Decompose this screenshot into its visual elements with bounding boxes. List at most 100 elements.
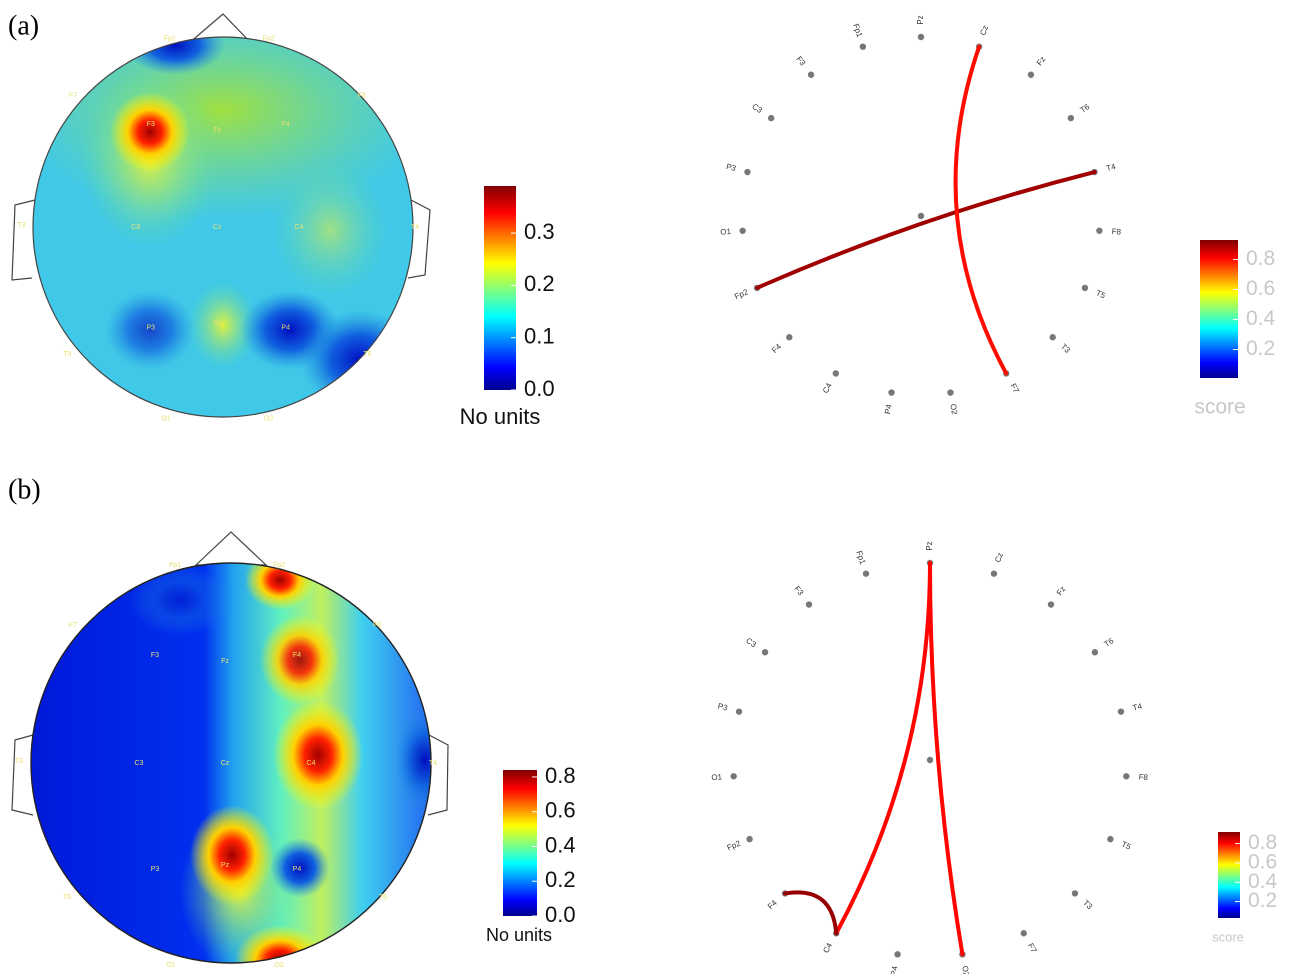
electrode-label: C4	[307, 760, 316, 767]
node	[1081, 284, 1089, 292]
node	[888, 389, 895, 396]
node	[917, 33, 925, 41]
electrode-label: Cz	[213, 224, 222, 231]
colorbar-tick-label: 0.2	[1246, 337, 1275, 360]
colorbar	[503, 770, 537, 916]
node	[1096, 227, 1103, 234]
node-label: P3	[717, 702, 729, 713]
node-label: Fp1	[854, 550, 867, 566]
colorbar-tick-label: 0.4	[1246, 307, 1276, 330]
node-label: P3	[725, 162, 737, 173]
electrode-label: T3	[18, 222, 26, 229]
electrode-label: F4	[293, 652, 301, 659]
node-label: O1	[711, 772, 723, 782]
node	[1107, 835, 1114, 843]
colorbar-label: score	[1212, 929, 1244, 944]
electrode-label: T6	[363, 351, 371, 358]
node	[746, 835, 753, 843]
node-label: T4	[1105, 162, 1117, 173]
electrode-label: Fp2	[273, 562, 285, 569]
node	[1117, 708, 1125, 715]
node	[1123, 773, 1130, 780]
node-label: T5	[1095, 288, 1108, 300]
electrode-label: O2	[274, 962, 283, 969]
node-label: T3	[1059, 342, 1072, 355]
panel-label: (a)	[8, 10, 39, 41]
electrode-label: P4	[293, 866, 302, 873]
node-label: Fp2	[733, 287, 750, 301]
node	[990, 570, 998, 577]
node	[862, 570, 870, 577]
electrode-label: F4	[282, 121, 290, 128]
colorbar-tick-label: 0.3	[524, 219, 555, 244]
electrode-label: O2	[264, 416, 273, 423]
node	[730, 773, 737, 780]
electrode-label: F8	[358, 93, 366, 100]
node	[1067, 114, 1075, 122]
node	[1020, 930, 1027, 937]
node	[739, 227, 746, 234]
node-label: C3	[750, 102, 764, 115]
node-label: F7	[1008, 382, 1021, 395]
electrode-label: F8	[373, 622, 381, 629]
node-label: O2	[960, 965, 971, 974]
node-label: C3	[744, 636, 758, 649]
electrode-label: C4	[295, 224, 304, 231]
node	[761, 649, 769, 656]
node-label: Fz	[1035, 55, 1048, 68]
connection	[953, 44, 1009, 376]
electrode-label: F3	[147, 121, 155, 128]
colorbar-label: No units	[486, 925, 552, 945]
node-label: Cz	[993, 551, 1005, 563]
colorbar-tick-label: 0.2	[1248, 889, 1277, 912]
node	[894, 951, 901, 958]
electrode-label: Fp1	[164, 36, 176, 43]
node-label: Pz	[916, 15, 925, 24]
node-label: F3	[792, 584, 805, 597]
center-node	[926, 756, 934, 764]
electrode-label: P4	[281, 325, 290, 332]
node-label: T5	[1120, 840, 1133, 852]
node-label: F4	[770, 342, 783, 355]
colorbar-tick-label: 0.8	[1246, 247, 1275, 270]
node-label: T6	[1103, 636, 1116, 649]
electrode-label: T4	[429, 760, 437, 767]
colorbar	[1218, 832, 1240, 918]
node	[805, 601, 813, 608]
electrode-label: Cz	[221, 760, 230, 767]
colorbar-tick-label: 0.6	[545, 798, 576, 823]
node-label: F8	[1111, 227, 1122, 237]
electrode-label: P3	[147, 325, 156, 332]
electrode-label: T5	[63, 894, 71, 901]
colorbar-tick-label: 0.8	[545, 763, 576, 788]
electrode-label: O1	[161, 416, 170, 423]
colorbar-tick-label: 0.0	[524, 376, 555, 401]
node-label: F4	[766, 898, 779, 911]
colorbar-tick-label: 0.0	[545, 902, 576, 927]
node-label: Fz	[1055, 585, 1068, 598]
node	[1027, 71, 1035, 78]
colorbar-tick-label: 0.2	[524, 271, 555, 296]
node-label: F3	[794, 55, 807, 68]
connection	[834, 561, 932, 936]
colorbar-tick-label: 0.4	[545, 832, 576, 857]
colorbar-label: score	[1194, 396, 1245, 419]
node-label: T4	[1132, 701, 1144, 712]
connection	[755, 170, 1097, 290]
colorbar-tick-label: 0.6	[1248, 850, 1277, 873]
node-label: Fp1	[851, 22, 864, 38]
electrode-label: P3	[151, 866, 160, 873]
node	[1071, 890, 1079, 897]
node-label: C4	[821, 941, 834, 955]
node	[807, 71, 815, 78]
node	[1047, 601, 1055, 608]
node-label: F7	[1026, 942, 1039, 955]
node	[744, 168, 751, 176]
electrode-label: Fz	[221, 658, 229, 665]
panel-label: (b)	[8, 474, 41, 505]
node	[1049, 334, 1056, 341]
connection	[928, 561, 965, 957]
colorbar-label: No units	[460, 404, 541, 429]
colorbar-tick-label: 0.8	[1248, 831, 1277, 854]
